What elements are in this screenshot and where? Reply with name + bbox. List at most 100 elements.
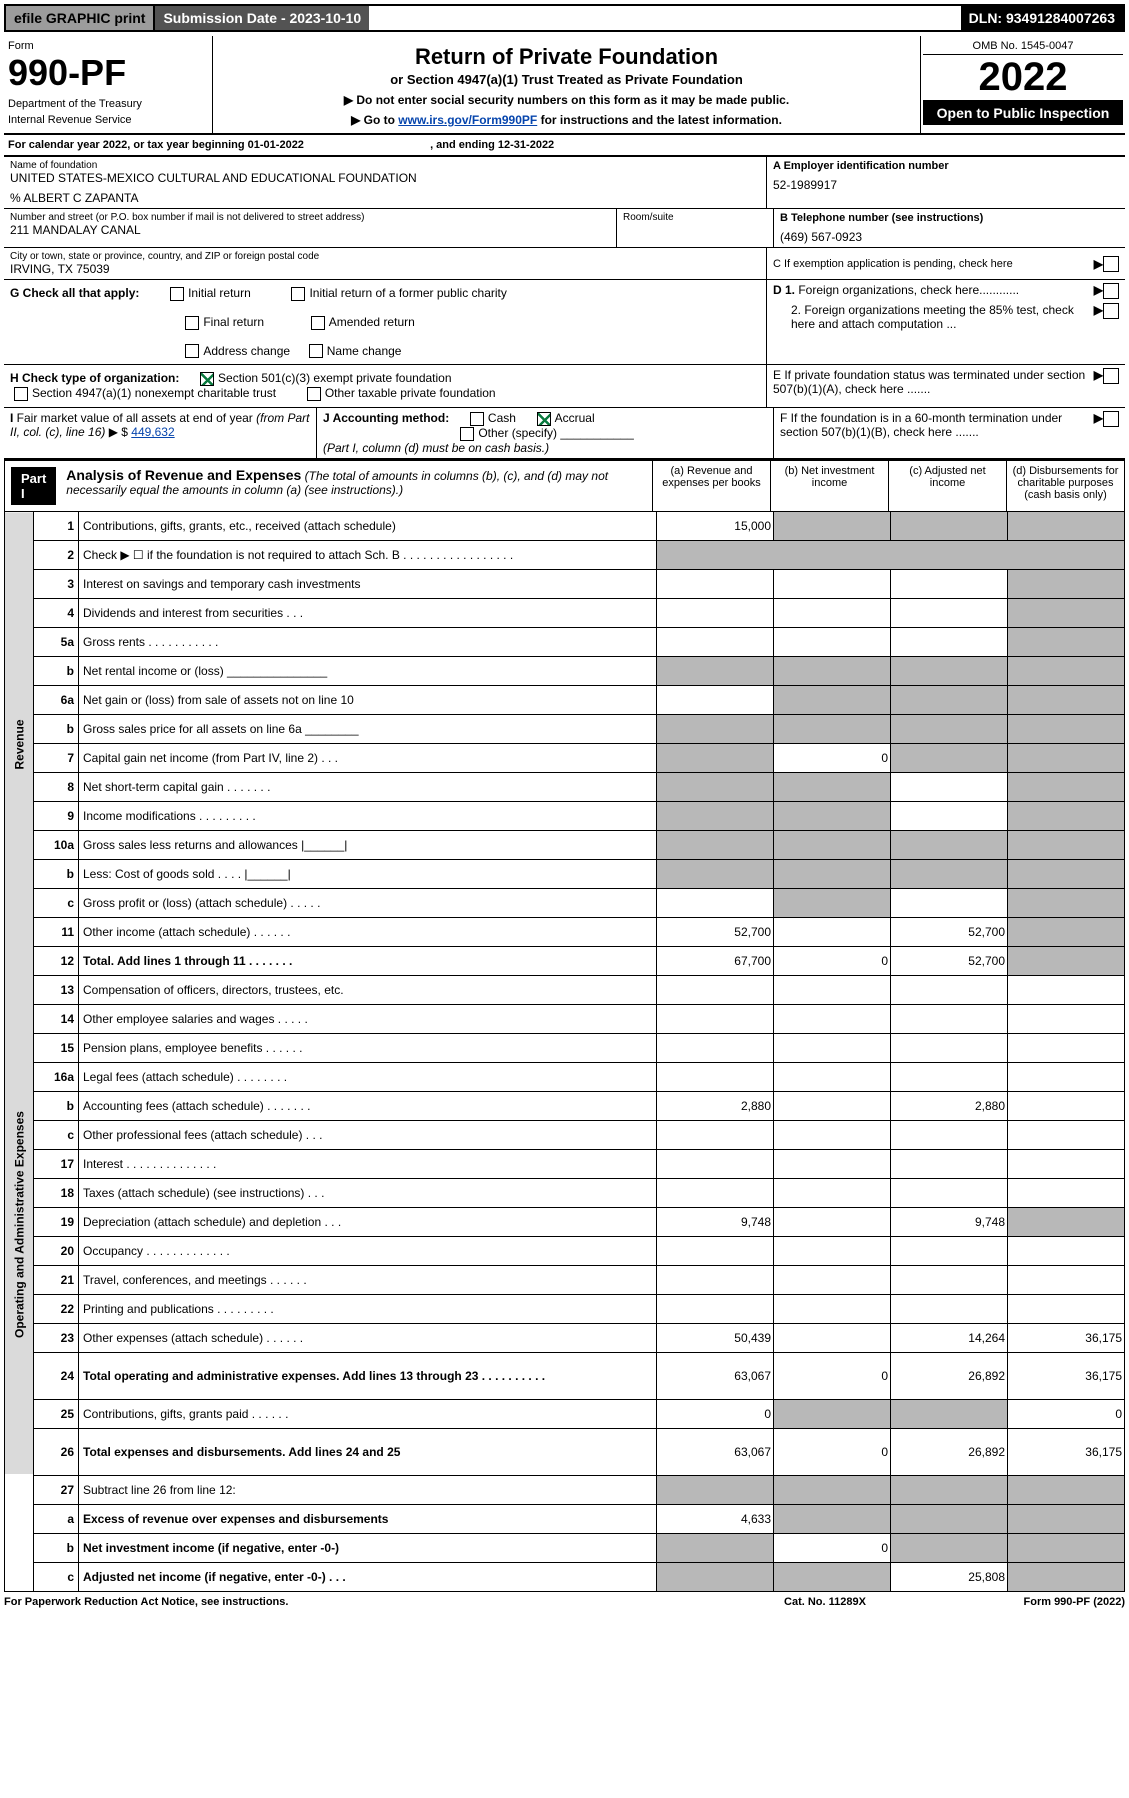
amount-cell (774, 656, 891, 685)
amount-cell (774, 685, 891, 714)
line-desc: Gross profit or (loss) (attach schedule)… (79, 888, 657, 917)
line-desc: Less: Cost of goods sold . . . . |______… (79, 859, 657, 888)
amount-cell (891, 1265, 1008, 1294)
line-number: 24 (34, 1352, 79, 1399)
amount-cell (774, 1004, 891, 1033)
line-number: b (34, 714, 79, 743)
amount-cell (891, 1178, 1008, 1207)
amount-cell (657, 1149, 774, 1178)
amount-cell: 0 (774, 946, 891, 975)
form-number: 990-PF (8, 52, 208, 94)
g-addr-checkbox[interactable] (185, 344, 199, 358)
amount-cell: 0 (774, 1428, 891, 1475)
col-a-head: (a) Revenue and expenses per books (652, 461, 770, 511)
amount-cell (1008, 714, 1125, 743)
g-initial-checkbox[interactable] (170, 287, 184, 301)
line-number: 27 (34, 1475, 79, 1504)
g-former-checkbox[interactable] (291, 287, 305, 301)
line-desc: Compensation of officers, directors, tru… (79, 975, 657, 1004)
line-desc: Other employee salaries and wages . . . … (79, 1004, 657, 1033)
cal-mid: , and ending (430, 139, 498, 151)
amount-cell (657, 1120, 774, 1149)
line-number: 12 (34, 946, 79, 975)
g-namechg-checkbox[interactable] (309, 344, 323, 358)
amount-cell (1008, 801, 1125, 830)
line-desc: Adjusted net income (if negative, enter … (79, 1562, 657, 1591)
page-footer: For Paperwork Reduction Act Notice, see … (4, 1596, 1125, 1608)
g-amended-checkbox[interactable] (311, 316, 325, 330)
amount-cell: 0 (774, 1352, 891, 1399)
form-title: Return of Private Foundation (219, 44, 914, 70)
g-label: G Check all that apply: (10, 286, 139, 300)
amount-cell (891, 1399, 1008, 1428)
line-desc: Total expenses and disbursements. Add li… (79, 1428, 657, 1475)
g-initial: Initial return (188, 286, 251, 300)
efile-button[interactable]: efile GRAPHIC print (6, 6, 155, 30)
fmv-value[interactable]: 449,632 (131, 425, 174, 439)
foundation-name: UNITED STATES-MEXICO CULTURAL AND EDUCAT… (10, 171, 760, 185)
amount-cell (1008, 1562, 1125, 1591)
side-blank (5, 1475, 34, 1591)
j-cash-checkbox[interactable] (470, 412, 484, 426)
amount-cell (774, 1091, 891, 1120)
g-namechg: Name change (327, 344, 402, 358)
amount-cell (774, 512, 891, 541)
amount-cell (1008, 1265, 1125, 1294)
j-other-checkbox[interactable] (460, 427, 474, 441)
footer-left: For Paperwork Reduction Act Notice, see … (4, 1596, 725, 1608)
h-4947-checkbox[interactable] (14, 387, 28, 401)
line-desc: Dividends and interest from securities .… (79, 598, 657, 627)
irs-link[interactable]: www.irs.gov/Form990PF (398, 113, 537, 127)
form-header: Form 990-PF Department of the Treasury I… (4, 36, 1125, 135)
amount-cell (891, 656, 1008, 685)
j-accrual-checkbox[interactable] (537, 412, 551, 426)
line-number: 1 (34, 512, 79, 541)
h-label: H Check type of organization: (10, 371, 179, 385)
part1-header: Part I Analysis of Revenue and Expenses … (4, 460, 1125, 512)
line-number: 11 (34, 917, 79, 946)
line-number: 18 (34, 1178, 79, 1207)
amount-cell (891, 859, 1008, 888)
f-checkbox[interactable] (1103, 411, 1119, 427)
line-number: 3 (34, 569, 79, 598)
side-label: Revenue (5, 512, 34, 976)
amount-cell (774, 1294, 891, 1323)
amount-cell (1008, 598, 1125, 627)
d2-checkbox[interactable] (1103, 303, 1119, 319)
form-label: Form (8, 40, 208, 52)
tel-label: B Telephone number (see instructions) (780, 212, 1119, 224)
c-checkbox[interactable] (1103, 256, 1119, 272)
g-final-checkbox[interactable] (185, 316, 199, 330)
addr-label: Number and street (or P.O. box number if… (10, 212, 610, 223)
amount-cell: 0 (774, 743, 891, 772)
amount-cell (657, 859, 774, 888)
h-501c3-checkbox[interactable] (200, 372, 214, 386)
g-former: Initial return of a former public charit… (309, 286, 506, 300)
amount-cell (1008, 1033, 1125, 1062)
e-checkbox[interactable] (1103, 368, 1119, 384)
h-other-checkbox[interactable] (307, 387, 321, 401)
d1-checkbox[interactable] (1103, 283, 1119, 299)
amount-cell (1008, 1091, 1125, 1120)
line-desc: Printing and publications . . . . . . . … (79, 1294, 657, 1323)
line-number: 13 (34, 975, 79, 1004)
amount-cell (774, 627, 891, 656)
amount-cell: 36,175 (1008, 1428, 1125, 1475)
amount-cell (891, 1004, 1008, 1033)
amount-cell (1008, 1178, 1125, 1207)
amount-cell (891, 685, 1008, 714)
j-cash: Cash (488, 411, 516, 425)
amount-cell (657, 1004, 774, 1033)
form-subtitle: or Section 4947(a)(1) Trust Treated as P… (219, 72, 914, 87)
amount-cell (1008, 830, 1125, 859)
amount-cell: 63,067 (657, 1352, 774, 1399)
tax-year: 2022 (923, 55, 1123, 101)
amount-cell (1008, 1475, 1125, 1504)
line-desc: Interest on savings and temporary cash i… (79, 569, 657, 598)
part1-table: Revenue1Contributions, gifts, grants, et… (4, 512, 1125, 1592)
line-number: b (34, 1091, 79, 1120)
line-desc: Legal fees (attach schedule) . . . . . .… (79, 1062, 657, 1091)
amount-cell: 9,748 (657, 1207, 774, 1236)
f-text: F If the foundation is in a 60-month ter… (780, 411, 1094, 455)
amount-cell (891, 801, 1008, 830)
